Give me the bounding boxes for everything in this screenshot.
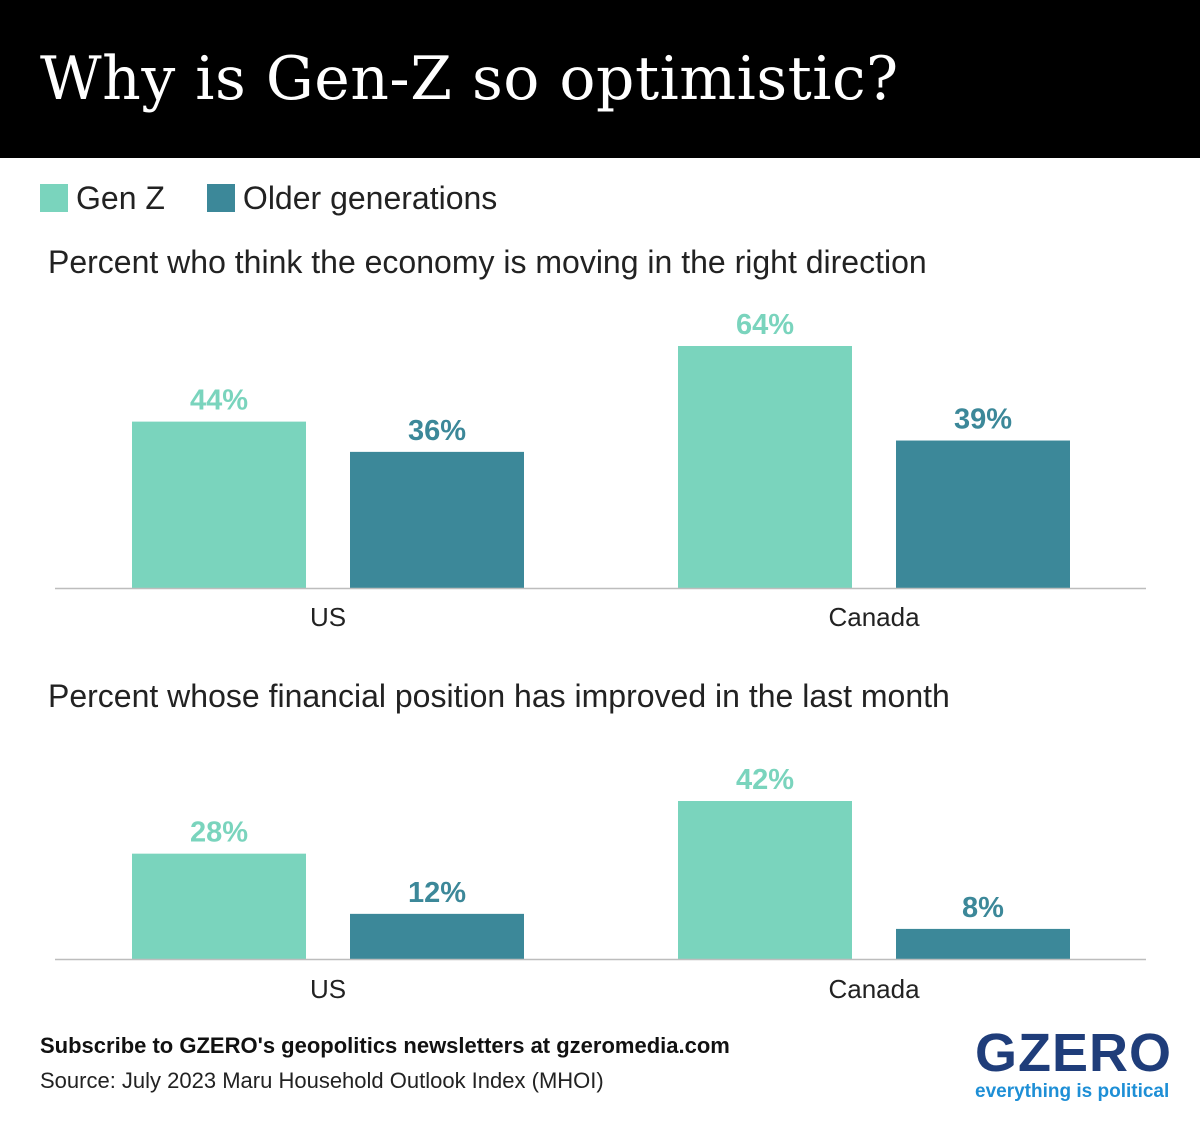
chart-2-title: Percent whose financial position has imp… — [48, 678, 950, 714]
header-banner: Why is Gen-Z so optimistic? — [0, 0, 1200, 158]
category-label-us: US — [310, 602, 346, 632]
data-label-older-generations-canada: 39% — [954, 404, 1012, 436]
chart-1-svg: 44% 36% US 64% 39% Canada — [55, 309, 1146, 632]
bar-gen-z-us — [132, 853, 306, 959]
legend-swatch-gen-z — [40, 184, 68, 212]
bar-gen-z-canada — [678, 801, 852, 959]
source-note: Source: July 2023 Maru Household Outlook… — [40, 1068, 604, 1093]
legend: Gen Z Older generations — [40, 178, 539, 218]
data-label-older-generations-canada: 8% — [962, 892, 1004, 924]
bar-older-generations-canada — [896, 440, 1070, 588]
subscribe-note: Subscribe to GZERO's geopolitics newslet… — [40, 1033, 730, 1058]
chart-economy-direction: 44% 36% US 64% 39% Canada — [0, 290, 1200, 645]
legend-label-gen-z: Gen Z — [76, 179, 165, 216]
gzero-logo: GZERO everything is political — [975, 1023, 1173, 1103]
bar-older-generations-canada — [896, 928, 1070, 959]
legend-item-older-generations: Older generations — [206, 179, 498, 217]
category-label-us: US — [310, 974, 346, 1004]
data-label-gen-z-canada: 64% — [736, 309, 794, 341]
bar-gen-z-us — [132, 421, 306, 588]
legend-label-older-generations: Older generations — [242, 179, 498, 216]
bar-gen-z-canada — [678, 346, 852, 588]
data-label-gen-z-us: 44% — [190, 385, 248, 417]
data-label-older-generations-us: 12% — [408, 877, 466, 909]
chart-1-title: Percent who think the economy is moving … — [48, 244, 927, 280]
legend-swatch-older-generations — [206, 184, 235, 212]
chart-financial-position: 28% 12% US 42% 8% Canada — [0, 720, 1200, 1015]
logo-wordmark: GZERO — [975, 1023, 1173, 1083]
chart-2-svg: 28% 12% US 42% 8% Canada — [55, 764, 1146, 1004]
data-label-older-generations-us: 36% — [408, 415, 466, 447]
data-label-gen-z-canada: 42% — [736, 764, 794, 796]
bar-older-generations-us — [350, 913, 524, 959]
category-label-canada: Canada — [828, 602, 920, 632]
data-label-gen-z-us: 28% — [190, 817, 248, 849]
page-title: Why is Gen-Z so optimistic? — [40, 44, 899, 114]
category-label-canada: Canada — [828, 974, 920, 1004]
bar-older-generations-us — [350, 451, 524, 588]
legend-item-gen-z: Gen Z — [40, 180, 165, 217]
logo-tagline: everything is political — [975, 1081, 1170, 1102]
